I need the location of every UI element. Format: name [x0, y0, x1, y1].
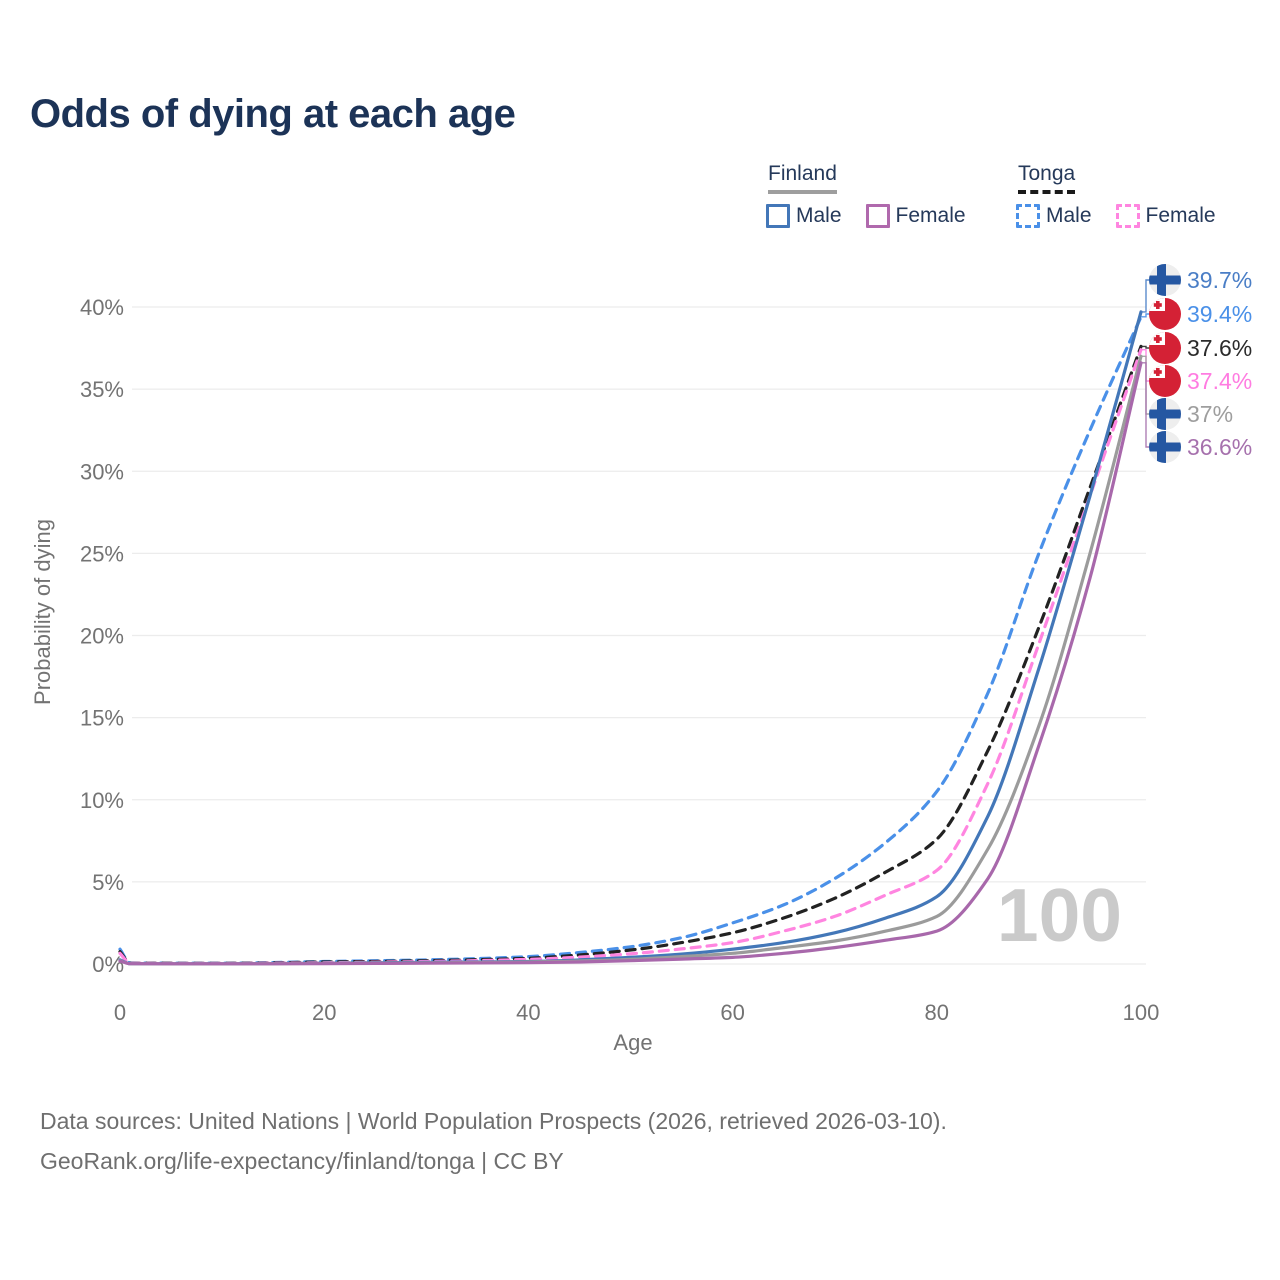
- legend-row-finland: Male Female: [766, 204, 966, 228]
- finland-male-swatch-icon: [766, 204, 790, 228]
- chart-title: Odds of dying at each age: [30, 92, 516, 136]
- attribution-text: GeoRank.org/life-expectancy/finland/tong…: [40, 1148, 564, 1174]
- tonga-male-swatch-icon: [1016, 204, 1040, 228]
- leader-line: [1141, 345, 1151, 349]
- legend-label: Male: [796, 204, 842, 227]
- end-value-label: 37.4%: [1187, 367, 1253, 394]
- tonga-flag-icon: [1149, 332, 1181, 364]
- legend-item-finland-male[interactable]: Male: [766, 204, 842, 228]
- finland-flag-icon: [1149, 431, 1181, 463]
- end-label-row: 39.7%: [1149, 264, 1252, 296]
- series-line-tonga-female: [118, 348, 1143, 966]
- leader-line: [1141, 313, 1151, 318]
- end-label-row: 39.4%: [1149, 298, 1252, 330]
- legend-item-finland-female[interactable]: Female: [865, 204, 966, 228]
- leader-line: [1141, 279, 1151, 313]
- x-tick-label: 80: [925, 1000, 949, 1025]
- x-tick-label: 0: [114, 1000, 126, 1025]
- y-tick-label: 25%: [80, 541, 124, 566]
- series-line-finland-male: [118, 310, 1143, 966]
- y-tick-label: 40%: [80, 295, 124, 320]
- finland-female-swatch-icon: [865, 204, 890, 228]
- legend-row-tonga: Male Female: [1016, 204, 1216, 228]
- tonga-female-swatch-icon: [1115, 204, 1140, 228]
- y-tick-label: 10%: [80, 788, 124, 813]
- y-axis-title: Probability of dying: [30, 519, 55, 705]
- plot-area: 0% 5% 10% 15% 20% 25% 30% 35% 40% 0 20 40 60 80 100: [80, 279, 1160, 1025]
- y-tick-label: 35%: [80, 377, 124, 402]
- end-value-label: 39.4%: [1187, 300, 1253, 327]
- series-line-tonga-male: [118, 315, 1143, 965]
- series-line-finland-both-sexes: [118, 354, 1143, 966]
- series-line-finland-female: [118, 361, 1143, 966]
- end-value-label: 37%: [1187, 400, 1234, 427]
- x-axis-title: Age: [613, 1030, 653, 1055]
- x-tick-label: 100: [1123, 1000, 1160, 1025]
- end-value-label: 39.7%: [1187, 266, 1253, 293]
- legend-item-tonga-female[interactable]: Female: [1115, 204, 1216, 228]
- series-line-tonga-both-sexes: [118, 344, 1143, 965]
- finland-flag-icon: [1149, 398, 1181, 430]
- tonga-flag-icon: [1149, 365, 1181, 397]
- x-tick-label: 20: [312, 1000, 336, 1025]
- legend-label: Female: [895, 204, 966, 227]
- x-tick-label: 40: [516, 1000, 540, 1025]
- y-tick-label: 5%: [92, 870, 124, 895]
- finland-flag-icon: [1149, 264, 1181, 296]
- legend-country-finland[interactable]: Finland: [768, 162, 837, 194]
- end-label-row: 36.6%: [1149, 431, 1252, 463]
- legend-item-tonga-male[interactable]: Male: [1016, 204, 1092, 228]
- age-watermark: 100: [996, 873, 1122, 957]
- end-label-row: 37.4%: [1149, 365, 1252, 397]
- end-value-label: 37.6%: [1187, 334, 1253, 361]
- legend-country-tonga[interactable]: Tonga: [1018, 162, 1076, 194]
- leader-line: [1141, 362, 1151, 448]
- y-tick-label: 15%: [80, 706, 124, 731]
- legend-label: Female: [1145, 204, 1216, 227]
- y-tick-label: 20%: [80, 624, 124, 649]
- tonga-flag-icon: [1149, 298, 1181, 330]
- legend-label: Male: [1046, 204, 1092, 227]
- end-label-row: 37.6%: [1149, 332, 1252, 364]
- end-value-label: 36.6%: [1187, 433, 1253, 460]
- x-tick-label: 60: [720, 1000, 744, 1025]
- end-label-row: 37%: [1149, 398, 1233, 430]
- y-tick-label: 30%: [80, 459, 124, 484]
- y-tick-label: 0%: [92, 952, 124, 977]
- data-source-text: Data sources: United Nations | World Pop…: [40, 1108, 947, 1134]
